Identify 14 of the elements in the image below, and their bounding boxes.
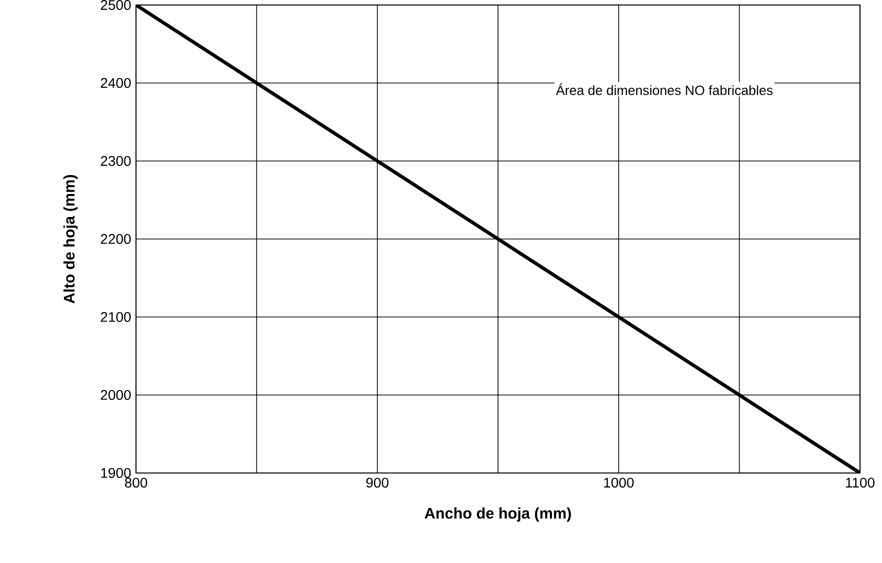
y-tick-label: 2100 bbox=[100, 312, 131, 322]
y-axis-title: Alto de hoja (mm) bbox=[63, 175, 78, 304]
y-tick-label: 2000 bbox=[100, 390, 131, 400]
annotation: Área de dimensiones NO fabricables bbox=[556, 83, 773, 96]
x-axis-title: Ancho de hoja (mm) bbox=[424, 507, 571, 522]
y-tick-label: 2500 bbox=[100, 0, 131, 10]
y-tick-label: 1900 bbox=[101, 468, 131, 478]
y-tick-label: 2300 bbox=[100, 156, 131, 166]
x-tick-label: 900 bbox=[366, 478, 388, 488]
x-tick-label: 800 bbox=[124, 478, 148, 488]
y-tick-label: 2400 bbox=[100, 78, 131, 88]
y-tick-label: 2200 bbox=[100, 234, 131, 244]
x-tick-label: 1100 bbox=[846, 478, 874, 488]
x-tick-label: 1000 bbox=[604, 478, 634, 488]
